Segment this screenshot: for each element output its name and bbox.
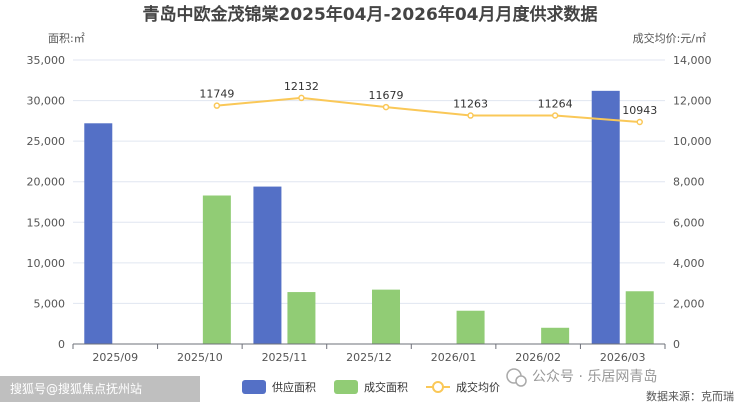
left-tick-label: 30,000 (27, 95, 66, 108)
right-tick-label: 0 (673, 338, 680, 351)
supply-bar (591, 90, 620, 344)
left-axis-ticks: 0 5,000 10,000 15,000 20,000 25,000 30,000 35,0… (27, 54, 66, 351)
legend-swatch (242, 380, 266, 394)
price-point (382, 103, 390, 111)
price-data-label: 11263 (453, 98, 488, 111)
x-category-label: 2026/03 (600, 351, 646, 364)
right-axis-unit: 成交均价:元/㎡ (633, 31, 706, 45)
gridlines (73, 59, 665, 304)
price-point (213, 102, 221, 109)
left-tick-label: 25,000 (27, 135, 66, 148)
right-tick-label: 10,000 (673, 135, 712, 148)
x-category-label: 2026/02 (515, 351, 561, 364)
price-data-label: 11749 (199, 88, 234, 101)
x-category-label: 2025/09 (92, 351, 138, 364)
watermark-text: 公众号 · 乐居网青岛 (532, 369, 657, 385)
legend-label: 供应面积 (272, 380, 316, 394)
right-tick-label: 12,000 (673, 95, 712, 108)
bars (84, 90, 654, 344)
price-data-label: 10943 (622, 104, 657, 117)
left-tick-label: 20,000 (27, 176, 66, 189)
right-tick-label: 8,000 (673, 176, 705, 189)
legend-label: 成交面积 (364, 380, 408, 394)
price-line (213, 94, 643, 126)
price-point (551, 112, 559, 119)
x-category-label: 2026/01 (431, 351, 477, 364)
legend-label: 成交均价 (456, 380, 500, 394)
x-axis-categories: 2025/09 2025/10 2025/11 2025/12 2026/01 2026/… (72, 344, 666, 364)
deal-bar (456, 310, 485, 344)
footer-band (0, 376, 200, 402)
price-line-path (216, 96, 640, 124)
right-tick-label: 6,000 (673, 216, 705, 229)
supply-bar (84, 123, 113, 344)
legend: 供应面积 成交面积 成交均价 (242, 380, 500, 394)
price-data-label: 11679 (369, 89, 404, 102)
x-category-label: 2025/11 (262, 351, 308, 364)
x-category-label: 2025/12 (346, 351, 392, 364)
right-axis-ticks: 0 2,000 4,000 6,000 8,000 10,000 12,000 14,000 (673, 54, 712, 351)
right-tick-label: 4,000 (673, 257, 705, 270)
left-axis-unit: 面积:㎡ (48, 32, 85, 45)
left-tick-label: 10,000 (27, 257, 66, 270)
supply-bar (253, 186, 282, 344)
left-tick-label: 35,000 (27, 54, 66, 67)
price-data-label: 11264 (538, 98, 573, 111)
deal-bar (372, 289, 400, 344)
deal-bar (287, 292, 316, 344)
right-tick-label: 14,000 (673, 54, 712, 67)
price-point (467, 112, 474, 119)
deal-bar (541, 327, 570, 344)
right-tick-label: 2,000 (673, 297, 705, 310)
legend-swatch (334, 380, 358, 394)
chart-title: 青岛中欧金茂锦棠2025年04月-2026年04月月度供求数据 (143, 4, 598, 25)
deal-bar (625, 291, 654, 344)
x-category-label: 2025/10 (177, 351, 223, 364)
data-source: 数据来源：克而瑞 (646, 389, 734, 403)
price-point (636, 118, 643, 126)
price-point (298, 94, 305, 102)
legend-line-marker (432, 381, 444, 393)
left-tick-label: 0 (58, 338, 65, 351)
deal-bar (202, 195, 231, 344)
price-data-label: 12132 (284, 80, 319, 93)
left-tick-label: 15,000 (27, 216, 66, 229)
left-tick-label: 5,000 (34, 297, 66, 310)
price-data-labels: 11749 12132 11679 11263 11264 10943 (199, 80, 657, 117)
footer-left-text: 搜狐号@搜狐焦点抚州站 (10, 381, 142, 396)
wechat-icon (506, 368, 527, 387)
